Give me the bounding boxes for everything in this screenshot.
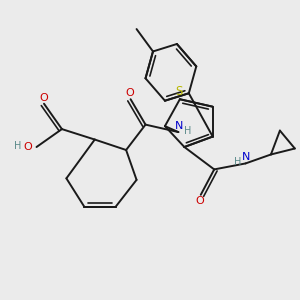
- Text: O: O: [126, 88, 134, 98]
- Text: S: S: [176, 85, 183, 98]
- Text: N: N: [242, 152, 250, 162]
- Text: H: H: [234, 157, 241, 167]
- Text: O: O: [195, 196, 204, 206]
- Text: O: O: [24, 142, 32, 152]
- Text: O: O: [39, 93, 48, 103]
- Text: H: H: [14, 140, 22, 151]
- Text: H: H: [184, 127, 191, 136]
- Text: N: N: [175, 121, 183, 130]
